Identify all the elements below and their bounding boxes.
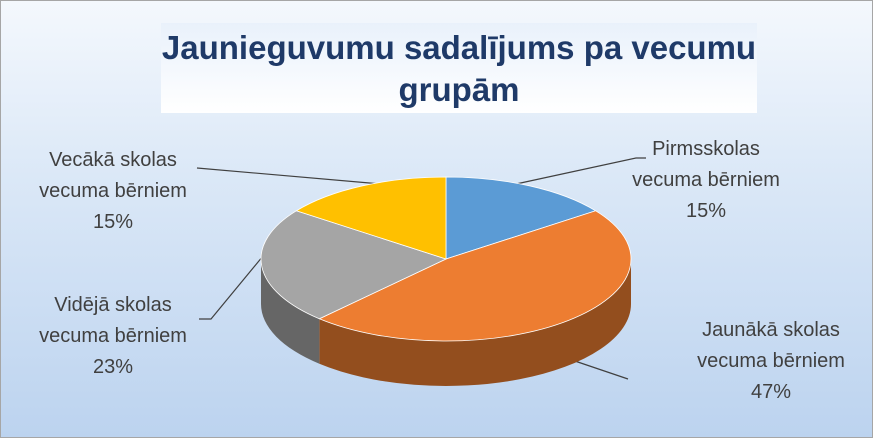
leader-line [199,255,264,320]
leader-line [196,167,382,185]
slice-side [319,259,631,386]
data-label: Vidējā skolas vecuma bērniem 23% [38,290,188,383]
leader-line [515,157,646,185]
category-label: Vidējā skolas vecuma bērniem [39,294,187,347]
slice-side [261,259,320,364]
slice [318,210,632,342]
data-label: Jaunākā skolas vecuma bērniem 47% [681,315,861,408]
slice [295,176,447,260]
chart-title: Jaunieguvumu sadalījums pa vecumu grupām [161,23,757,113]
value-label: 15% [92,211,134,233]
value-label: 15% [685,200,727,222]
category-label: Pirmsskolas vecuma bērniem [632,138,780,191]
category-label: Vecākā skolas vecuma bērniem [39,149,187,202]
value-label: 23% [92,356,134,378]
pie [260,176,632,386]
category-label: Jaunākā skolas vecuma bērniem [697,319,845,372]
data-label: Pirmsskolas vecuma bērniem 15% [631,134,781,227]
slice [445,176,597,260]
data-label: Vecākā skolas vecuma bērniem 15% [23,145,203,238]
value-label: 47% [750,381,792,403]
slice [260,210,448,320]
